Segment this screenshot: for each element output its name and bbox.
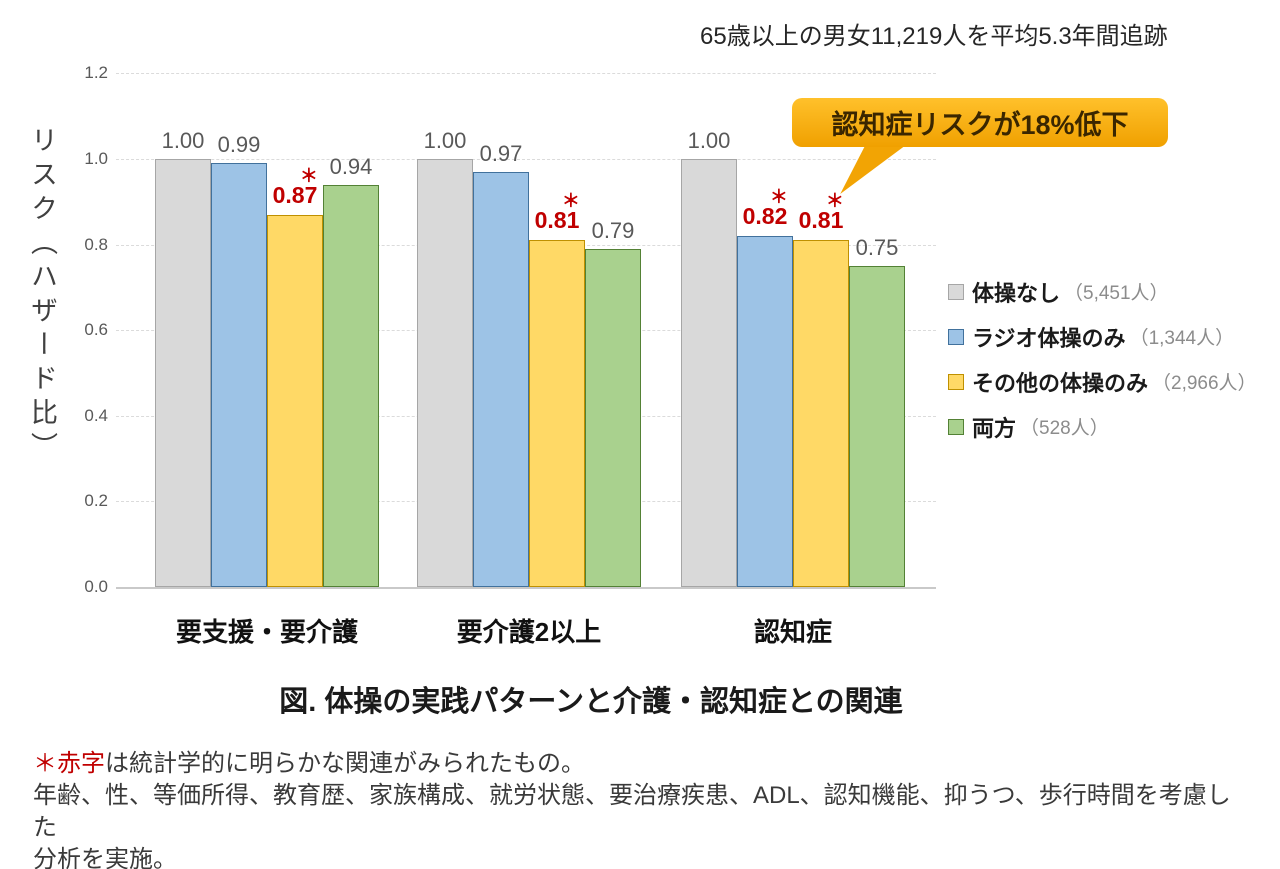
bar-体操なし-要介護2以上 xyxy=(417,159,473,587)
value-label: 0.99 xyxy=(217,132,261,157)
bar-その他の体操のみ-要介護2以上 xyxy=(529,240,585,587)
bar-ラジオ体操のみ-認知症 xyxy=(737,236,793,587)
value-label: 1.00 xyxy=(687,128,731,153)
legend-series-count: （5,451人） xyxy=(1064,283,1169,304)
x-category-label: 要支援・要介護 xyxy=(175,617,358,647)
legend-series-name: 体操なし xyxy=(972,280,1061,306)
y-tick-label: 0.2 xyxy=(84,491,108,510)
bar-その他の体操のみ-認知症 xyxy=(793,240,849,587)
significance-asterisk: ＊ xyxy=(561,191,580,211)
bar-ラジオ体操のみ-要支援・要介護 xyxy=(211,163,267,587)
callout-tail xyxy=(840,145,906,194)
legend-swatch xyxy=(948,418,964,435)
bar-両方-認知症 xyxy=(849,266,905,587)
y-tick-label: 1.0 xyxy=(84,149,108,168)
value-label: 0.81 ＊ xyxy=(786,191,856,234)
significance-asterisk: ＊ xyxy=(825,191,844,211)
footnote-asterisk: ＊ xyxy=(33,750,57,777)
gridline xyxy=(116,159,936,160)
bar-ラジオ体操のみ-要介護2以上 xyxy=(473,172,529,587)
footnotes: ＊赤字は統計学的に明らかな関連がみられたもの。 年齢、性、等価所得、教育歴、家族… xyxy=(33,748,1253,869)
chart-title: 図. 体操の実践パターンと介護・認知症との関連 xyxy=(279,686,903,718)
legend-item: その他の体操のみ （2,966人） xyxy=(948,366,1257,397)
y-tick-label: 0.8 xyxy=(84,235,108,254)
callout-text: 認知症リスクが18%低下 xyxy=(831,110,1129,140)
y-tick-label: 0.0 xyxy=(84,577,108,596)
value-label: 0.81 ＊ xyxy=(522,191,592,234)
callout-bubble: 認知症リスクが18%低下 xyxy=(792,98,1168,147)
gridline xyxy=(116,73,936,74)
significance-asterisk: ＊ xyxy=(769,187,788,207)
value-label: 0.87 ＊ xyxy=(260,166,330,209)
y-axis-title: リスク（ハザード比） xyxy=(27,126,57,466)
study-population-annotation: 65歳以上の男女11,219人を平均5.3年間追跡 xyxy=(700,23,1168,50)
footnote-line-1-text: は統計学的に明らかな関連がみられたもの。 xyxy=(105,750,585,777)
x-category-label: 要介護2以上 xyxy=(456,617,602,647)
legend-series-count: （1,344人） xyxy=(1129,328,1235,349)
legend-series-name: その他の体操のみ xyxy=(972,370,1149,396)
legend-swatch xyxy=(948,328,964,345)
x-axis-line xyxy=(116,587,936,589)
significance-asterisk: ＊ xyxy=(299,166,318,186)
chart-legend: 体操なし （5,451人） ラジオ体操のみ （1,344人） その他の体操のみ （2,96… xyxy=(948,276,1257,456)
legend-series-name: ラジオ体操のみ xyxy=(972,325,1126,351)
value-label: 0.79 xyxy=(591,218,635,243)
value-label: 0.94 xyxy=(329,154,373,179)
bar-体操なし-認知症 xyxy=(681,159,737,587)
legend-series-count: （528人） xyxy=(1020,418,1109,439)
legend-swatch xyxy=(948,283,964,300)
legend-item: 両方 （528人） xyxy=(948,411,1257,442)
y-tick-label: 0.4 xyxy=(84,406,108,425)
legend-swatch xyxy=(948,373,964,390)
x-category-label: 認知症 xyxy=(753,617,832,647)
bar-体操なし-要支援・要介護 xyxy=(155,159,211,587)
bar-両方-要支援・要介護 xyxy=(323,185,379,587)
legend-series-count: （2,966人） xyxy=(1152,373,1257,394)
legend-series-name: 両方 xyxy=(972,415,1017,441)
bar-両方-要介護2以上 xyxy=(585,249,641,587)
value-label: 1.00 xyxy=(423,128,467,153)
footnote-line-2: 年齢、性、等価所得、教育歴、家族構成、就労状態、要治療疾患、ADL、認知機能、抑… xyxy=(33,782,1231,841)
footnote-line-3: 分析を実施。 xyxy=(33,846,177,869)
footnote-line-1: ＊赤字は統計学的に明らかな関連がみられたもの。 xyxy=(33,748,1253,780)
footnote-red-term: 赤字 xyxy=(57,750,105,777)
legend-item: 体操なし （5,451人） xyxy=(948,276,1257,307)
value-label: 0.75 xyxy=(855,235,899,260)
value-label: 0.97 xyxy=(479,141,523,166)
y-tick-label: 1.2 xyxy=(84,63,108,82)
bar-その他の体操のみ-要支援・要介護 xyxy=(267,215,323,587)
legend-item: ラジオ体操のみ （1,344人） xyxy=(948,321,1257,352)
value-label: 1.00 xyxy=(161,128,205,153)
value-label: 0.82 ＊ xyxy=(730,187,800,230)
y-tick-label: 0.6 xyxy=(84,320,108,339)
